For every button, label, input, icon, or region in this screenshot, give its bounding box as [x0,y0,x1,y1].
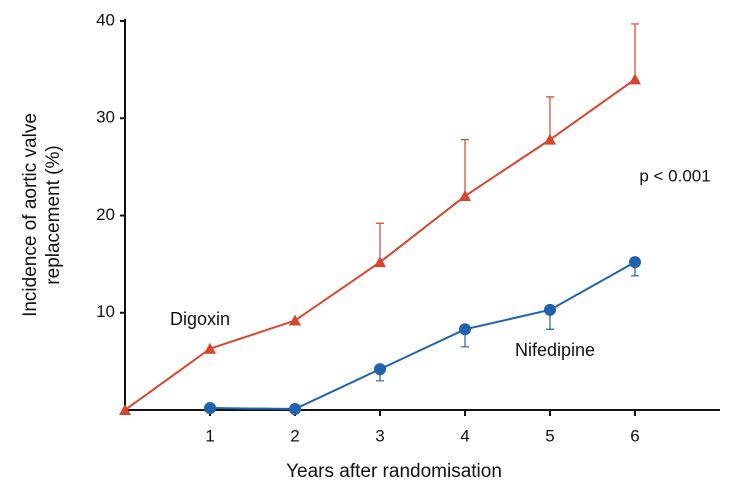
x-tick-label: 4 [460,426,469,445]
marker [204,342,216,354]
y-axis-label: replacement (%) [43,145,64,284]
marker [544,133,556,145]
x-tick-label: 5 [545,426,554,445]
marker [459,323,471,336]
y-axis-label: Incidence of aortic valve [20,113,41,317]
marker [119,404,131,415]
marker [204,402,216,415]
y-tick-label: 30 [96,108,115,127]
error-bar [631,23,639,80]
annotation: p < 0.001 [639,166,710,185]
y-tick-label: 40 [96,10,115,29]
marker [374,363,386,376]
x-tick-label: 6 [630,426,639,445]
x-tick-label: 1 [205,426,214,445]
marker [374,256,386,268]
marker [629,256,641,269]
marker [544,303,556,316]
error-bar [546,96,554,140]
series-label: Digoxin [170,309,230,329]
y-tick-label: 10 [96,302,115,321]
error-bar [376,222,384,263]
x-axis-label: Years after randomisation [286,461,502,482]
marker [289,403,301,416]
x-tick-label: 2 [290,426,299,445]
marker [289,314,301,326]
marker [629,73,641,85]
marker [459,190,471,202]
y-tick-label: 20 [96,205,115,224]
x-tick-label: 3 [375,426,384,445]
series-label: Nifedipine [515,340,595,360]
series-line [209,261,636,411]
error-bar [461,139,469,197]
